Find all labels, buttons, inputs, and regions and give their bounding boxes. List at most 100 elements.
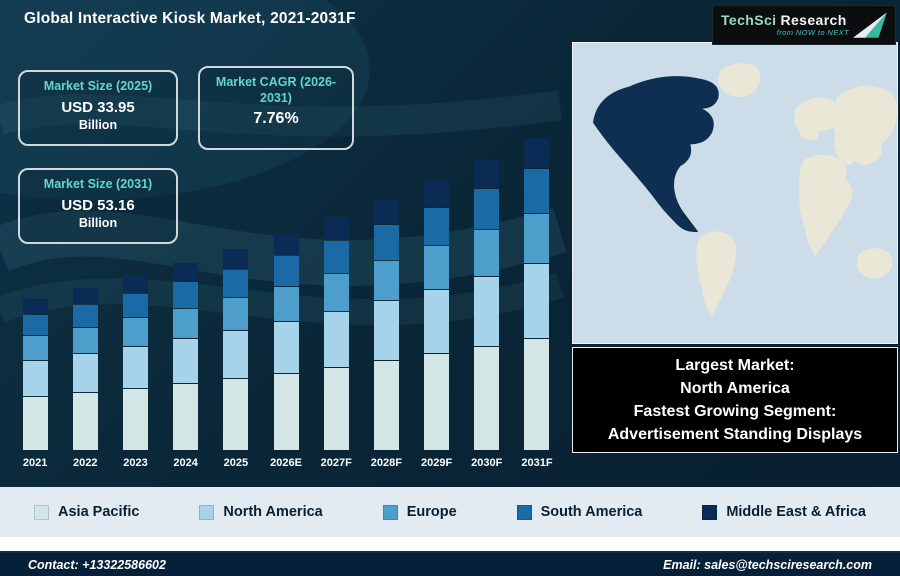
bar-segment-north-america [173,339,199,383]
bar-segment-middle-east-africa [122,275,148,293]
legend-item-middle-east-africa: Middle East & Africa [702,504,866,520]
bar-segment-middle-east-africa [323,217,349,241]
legend-item-europe: Europe [382,504,457,520]
bar-segment-south-america [173,282,199,308]
bars [10,56,562,450]
legend-swatch [702,504,718,520]
bar-segment-south-america [122,293,148,318]
bar-segment-south-america [22,314,48,336]
bar-segment-north-america [22,360,48,396]
bar-segment-middle-east-africa [173,262,199,282]
legend-swatch [382,504,398,520]
bar-2021 [10,298,60,450]
bar-segment-middle-east-africa [373,199,399,225]
x-axis-label: 2028F [370,457,402,469]
legend-swatch [34,504,49,520]
stacked-bar-chart: 2021 2022 2023 2024 2025 2026E 2027F 2028F 2029F… [10,56,562,476]
stat-unit: Billion [78,117,118,132]
stat-unit: Billion [78,215,118,230]
stat-card-market-size-2025: Market Size (2025) USD 33.95 Billion [18,70,178,146]
legend-label: North America [223,504,323,520]
x-axis-label: 2029F [420,457,453,469]
bar-2022 [60,287,110,450]
stat-label: Market Size (2025) [43,79,153,93]
bar-2023 [110,275,160,450]
stat-label: Market CAGR (2026-2031) [215,75,337,105]
bar-2025 [211,249,261,450]
bar-segment-europe [524,213,550,263]
stat-value: USD 33.95 [61,98,135,116]
legend-item-south-america: South America [516,504,643,520]
bar-segment-middle-east-africa [273,233,299,256]
brand-name-primary: TechSci [721,11,777,28]
bar-2027f [311,217,361,450]
map-region-asia [832,86,897,165]
legend-label: South America [540,504,643,520]
bar-2026e [261,233,311,450]
brand-name: TechSci Research [721,11,849,28]
brand-logo: TechSci Research from NOW to NEXT [712,5,896,45]
bar-segment-asia-pacific [273,373,299,450]
footer-divider [0,537,900,551]
bar-segment-south-america [373,225,399,260]
bar-segment-asia-pacific [122,388,148,450]
x-axis-labels: 2021 2022 2023 2024 2025 2026E 2027F 2028F 2029F… [10,450,562,476]
bar-segment-north-america [474,277,500,346]
map-region-africa [799,154,853,256]
chart-legend: Asia Pacific North America Europe South Ame… [0,487,900,537]
map-panel [572,42,898,344]
bar-segment-middle-east-africa [524,137,550,169]
bar-segment-europe [22,336,48,360]
map-region-europe [794,97,840,141]
bar-segment-europe [173,308,199,338]
bar-segment-asia-pacific [524,339,550,450]
bar-2028f [361,199,411,450]
footer-email: Email: sales@techsciresearch.com [663,557,872,572]
bar-2030f [462,159,512,450]
bar-segment-north-america [273,321,299,373]
legend-item-asia-pacific: Asia Pacific [34,504,139,520]
bar-segment-north-america [424,289,450,354]
footer-bar: Contact: +13322586602 Email: sales@techs… [0,551,900,576]
x-axis-label: 2027F [320,457,352,469]
footer-contact: Contact: +13322586602 [28,557,166,572]
callout-line: Fastest Growing Segment: [633,403,837,420]
bar-segment-asia-pacific [424,354,450,450]
background-waves [0,0,567,326]
bar-segment-north-america [524,264,550,338]
bar-segment-north-america [373,301,399,361]
stat-value: USD 53.16 [61,196,135,214]
bar-segment-south-america [223,269,249,298]
map-region-south-america [696,231,737,316]
legend-label: Middle East & Africa [726,504,866,520]
bar-segment-south-america [273,256,299,286]
map-region-north-america [592,76,719,233]
bar-segment-europe [122,318,148,346]
brand-tagline: from NOW to NEXT [776,28,849,38]
stat-value: 7.76% [253,110,299,128]
x-axis-label: 2030F [471,457,503,469]
bar-2024 [161,262,211,450]
brand-name-secondary: Research [780,11,847,28]
callout-line: Largest Market: [675,357,795,374]
bar-segment-asia-pacific [22,397,48,450]
bar-2029f [412,180,462,450]
bar-segment-europe [323,274,349,311]
bar-segment-middle-east-africa [72,287,98,304]
legend-label: Asia Pacific [58,504,140,520]
bar-segment-north-america [323,311,349,367]
map-region-greenland [718,63,761,97]
stat-label: Market Size (2031) [43,177,153,191]
callout-line: Advertisement Standing Displays [607,426,863,443]
bar-segment-asia-pacific [373,361,399,450]
page-title: Global Interactive Kiosk Market, 2021-20… [24,10,356,27]
x-axis-label: 2026E [270,457,302,469]
legend-swatch [199,504,215,520]
bar-segment-asia-pacific [474,346,500,450]
bar-segment-south-america [474,189,500,230]
bar-segment-middle-east-africa [474,159,500,189]
stat-card-market-cagr: Market CAGR (2026-2031) 7.76% [198,66,354,150]
bar-segment-north-america [122,346,148,388]
bar-segment-south-america [323,241,349,274]
bar-segment-south-america [524,169,550,213]
